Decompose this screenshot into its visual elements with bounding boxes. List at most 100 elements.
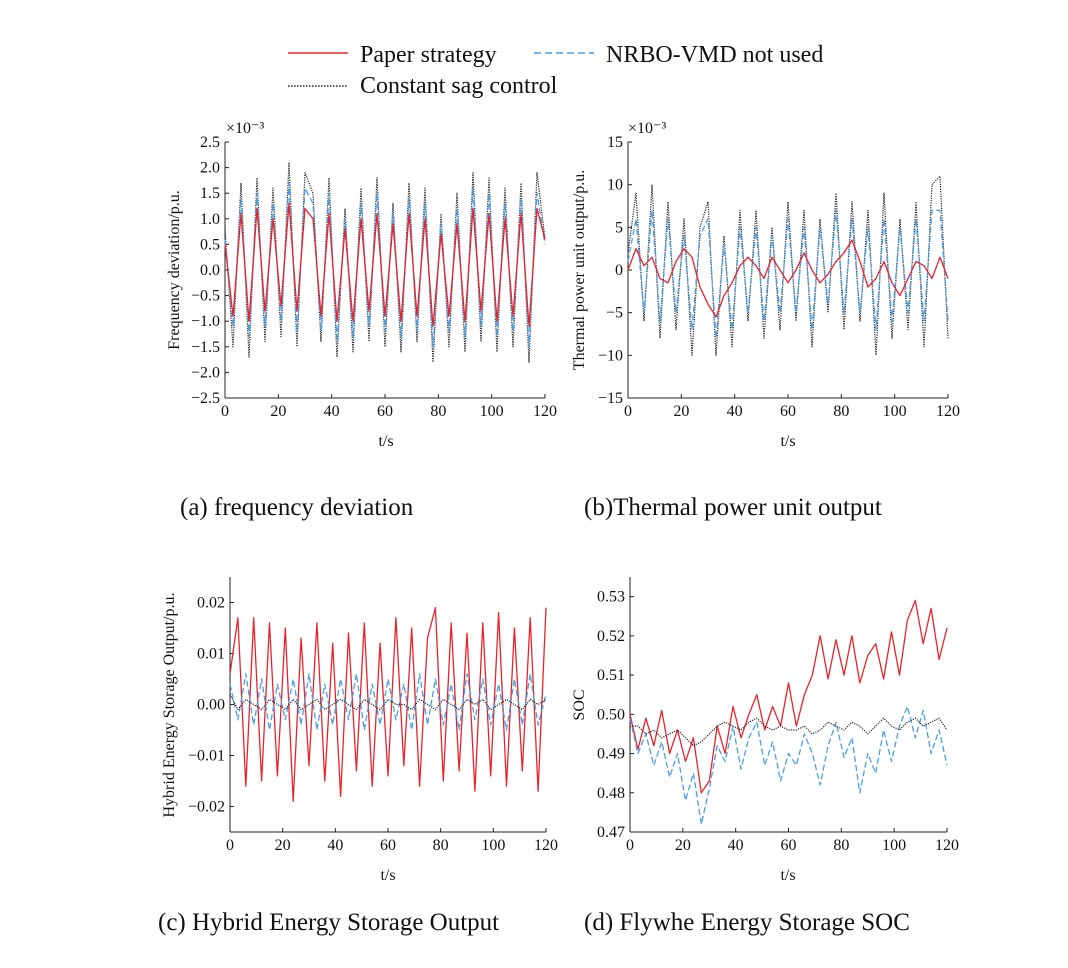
chart-b-series-constant (627, 175, 949, 356)
chart-b-y-tick-label: −15 (598, 390, 623, 407)
chart-a-y-tick-label: −0.5 (191, 288, 220, 305)
chart-b-y-tick-label: −10 (598, 347, 623, 364)
chart-b-xlabel: t/s (780, 433, 795, 450)
chart-c-x-tick-label: 120 (534, 837, 558, 854)
chart-d-x-tick-label: 0 (626, 837, 634, 854)
chart-b-series-nrbo (627, 209, 949, 339)
chart-c-series-constant (229, 694, 547, 711)
chart-c-axes: 0 20 40 60 80 100 120 −0.02 −0.01 0.00 0.01 0.02 (188, 577, 558, 854)
chart-b-x-tick-label: 40 (727, 403, 743, 420)
chart-d-axes: 0 20 40 60 80 100 120 0.47 0.48 0.49 0.50 0.51 0.52 0… (597, 577, 959, 854)
chart-a-xlabel: t/s (378, 433, 393, 450)
chart-a-y-tick-label: 2.5 (200, 134, 220, 151)
chart-c-x-tick-label: 0 (226, 837, 234, 854)
chart-c-x-tick-label: 80 (433, 837, 449, 854)
chart-d-series-constant (630, 717, 948, 747)
chart-c: 0 20 40 60 80 100 120 −0.02 −0.01 0.00 0.01 0.02 t/… (158, 577, 558, 936)
chart-c-ylabel: Hybrid Energy Storage Output/p.u. (161, 592, 178, 817)
chart-a-scale-label: ×10⁻³ (226, 120, 264, 137)
chart-a-series (224, 161, 546, 363)
chart-d-y-tick-label: 0.50 (597, 706, 625, 723)
chart-b-series-paper (627, 239, 949, 318)
chart-b-x-tick-label: 60 (780, 403, 796, 420)
chart-c-y-tick-label: 0.02 (197, 595, 225, 612)
chart-b-y-tick-label: 15 (607, 134, 623, 151)
chart-b-scale-label: ×10⁻³ (628, 120, 666, 137)
chart-c-series-paper (229, 606, 547, 803)
chart-a-y-tick-label: 0.5 (200, 236, 220, 253)
chart-a-axes: 0 20 40 60 80 100 120 −2.5 −2.0 −1.5 −1.0 −0.5 0.0 0.… (191, 134, 557, 420)
chart-b-x-tick-label: 100 (883, 403, 907, 420)
chart-b-y-tick-label: 0 (615, 262, 623, 279)
chart-d-x-tick-label: 120 (935, 837, 959, 854)
chart-d-series-paper (629, 599, 948, 794)
chart-a-y-tick-label: −2.0 (191, 364, 220, 381)
chart-c-y-tick-label: 0.00 (197, 697, 225, 714)
chart-d-xlabel: t/s (780, 867, 795, 884)
chart-a-series-nrbo (224, 182, 546, 348)
chart-a-x-tick-label: 100 (480, 403, 504, 420)
chart-a-x-tick-label: 80 (430, 403, 446, 420)
chart-a-y-tick-label: −1.0 (191, 313, 220, 330)
chart-a-ylabel: Frequency deviation/p.u. (166, 190, 183, 350)
chart-c-series (229, 606, 547, 803)
chart-d-x-tick-label: 80 (833, 837, 849, 854)
legend-label-paper: Paper strategy (360, 42, 497, 68)
chart-d-series (629, 599, 948, 825)
chart-d-ylabel: SOC (571, 689, 588, 720)
chart-c-y-tick-label: −0.01 (188, 748, 225, 765)
chart-c-x-tick-label: 40 (327, 837, 343, 854)
chart-d-x-tick-label: 40 (728, 837, 744, 854)
chart-a-x-tick-label: 20 (270, 403, 286, 420)
chart-a-y-tick-label: −2.5 (191, 390, 220, 407)
chart-d-caption: (d) Flywhe Energy Storage SOC (584, 909, 910, 936)
chart-b-x-tick-label: 80 (833, 403, 849, 420)
chart-a-series-paper (224, 202, 546, 327)
chart-a: 0 20 40 60 80 100 120 −2.5 −2.0 −1.5 −1.0 −0.5 0.0 0.… (166, 120, 557, 521)
chart-a-caption: (a) frequency deviation (180, 494, 414, 521)
chart-d-y-tick-label: 0.51 (597, 667, 625, 684)
chart-b-caption: (b)Thermal power unit output (584, 494, 882, 521)
chart-d-y-tick-label: 0.48 (597, 785, 625, 802)
chart-d-series-nrbo (629, 705, 948, 825)
chart-b-x-tick-label: 20 (673, 403, 689, 420)
chart-a-y-tick-label: −1.5 (191, 339, 220, 356)
legend-label-constant: Constant sag control (360, 73, 558, 99)
chart-b-x-tick-label: 120 (936, 403, 960, 420)
chart-c-y-tick-label: 0.01 (197, 646, 225, 663)
chart-b-ylabel: Thermal power unit output/p.u. (571, 170, 588, 370)
chart-a-y-tick-label: 1.0 (200, 211, 220, 228)
chart-d-y-tick-label: 0.49 (597, 746, 625, 763)
chart-b-series (627, 175, 949, 356)
chart-c-x-tick-label: 20 (275, 837, 291, 854)
legend: Paper strategy NRBO-VMD not used Constan… (288, 42, 823, 99)
chart-c-y-tick-label: −0.02 (188, 799, 225, 816)
chart-c-x-tick-label: 100 (481, 837, 505, 854)
chart-b-y-tick-label: 10 (607, 177, 623, 194)
chart-a-x-tick-label: 40 (324, 403, 340, 420)
chart-a-y-tick-label: 2.0 (200, 160, 220, 177)
chart-d-y-tick-label: 0.52 (597, 628, 625, 645)
chart-b-y-tick-label: 5 (615, 219, 623, 236)
chart-d-x-tick-label: 100 (882, 837, 906, 854)
chart-b-y-tick-label: −5 (606, 305, 623, 322)
chart-d-x-tick-label: 20 (675, 837, 691, 854)
chart-b-x-tick-label: 0 (624, 403, 632, 420)
chart-a-x-tick-label: 0 (221, 403, 229, 420)
chart-d-x-tick-label: 60 (781, 837, 797, 854)
chart-c-x-tick-label: 60 (380, 837, 396, 854)
chart-b-axes: 0 20 40 60 80 100 120 −15 −10 −5 0 5 10 15 (598, 134, 960, 420)
chart-a-x-tick-label: 60 (377, 403, 393, 420)
chart-d-y-tick-label: 0.53 (597, 589, 625, 606)
chart-c-caption: (c) Hybrid Energy Storage Output (158, 909, 499, 936)
chart-d-y-tick-label: 0.47 (597, 824, 625, 841)
chart-a-x-tick-label: 120 (533, 403, 557, 420)
chart-a-y-tick-label: 0.0 (200, 262, 220, 279)
chart-d: 0 20 40 60 80 100 120 0.47 0.48 0.49 0.50 0.51 0.52 0… (571, 577, 959, 936)
chart-c-series-nrbo (229, 673, 547, 731)
legend-label-nrbo: NRBO-VMD not used (606, 42, 823, 68)
chart-c-xlabel: t/s (380, 867, 395, 884)
chart-a-y-tick-label: 1.5 (200, 185, 220, 202)
